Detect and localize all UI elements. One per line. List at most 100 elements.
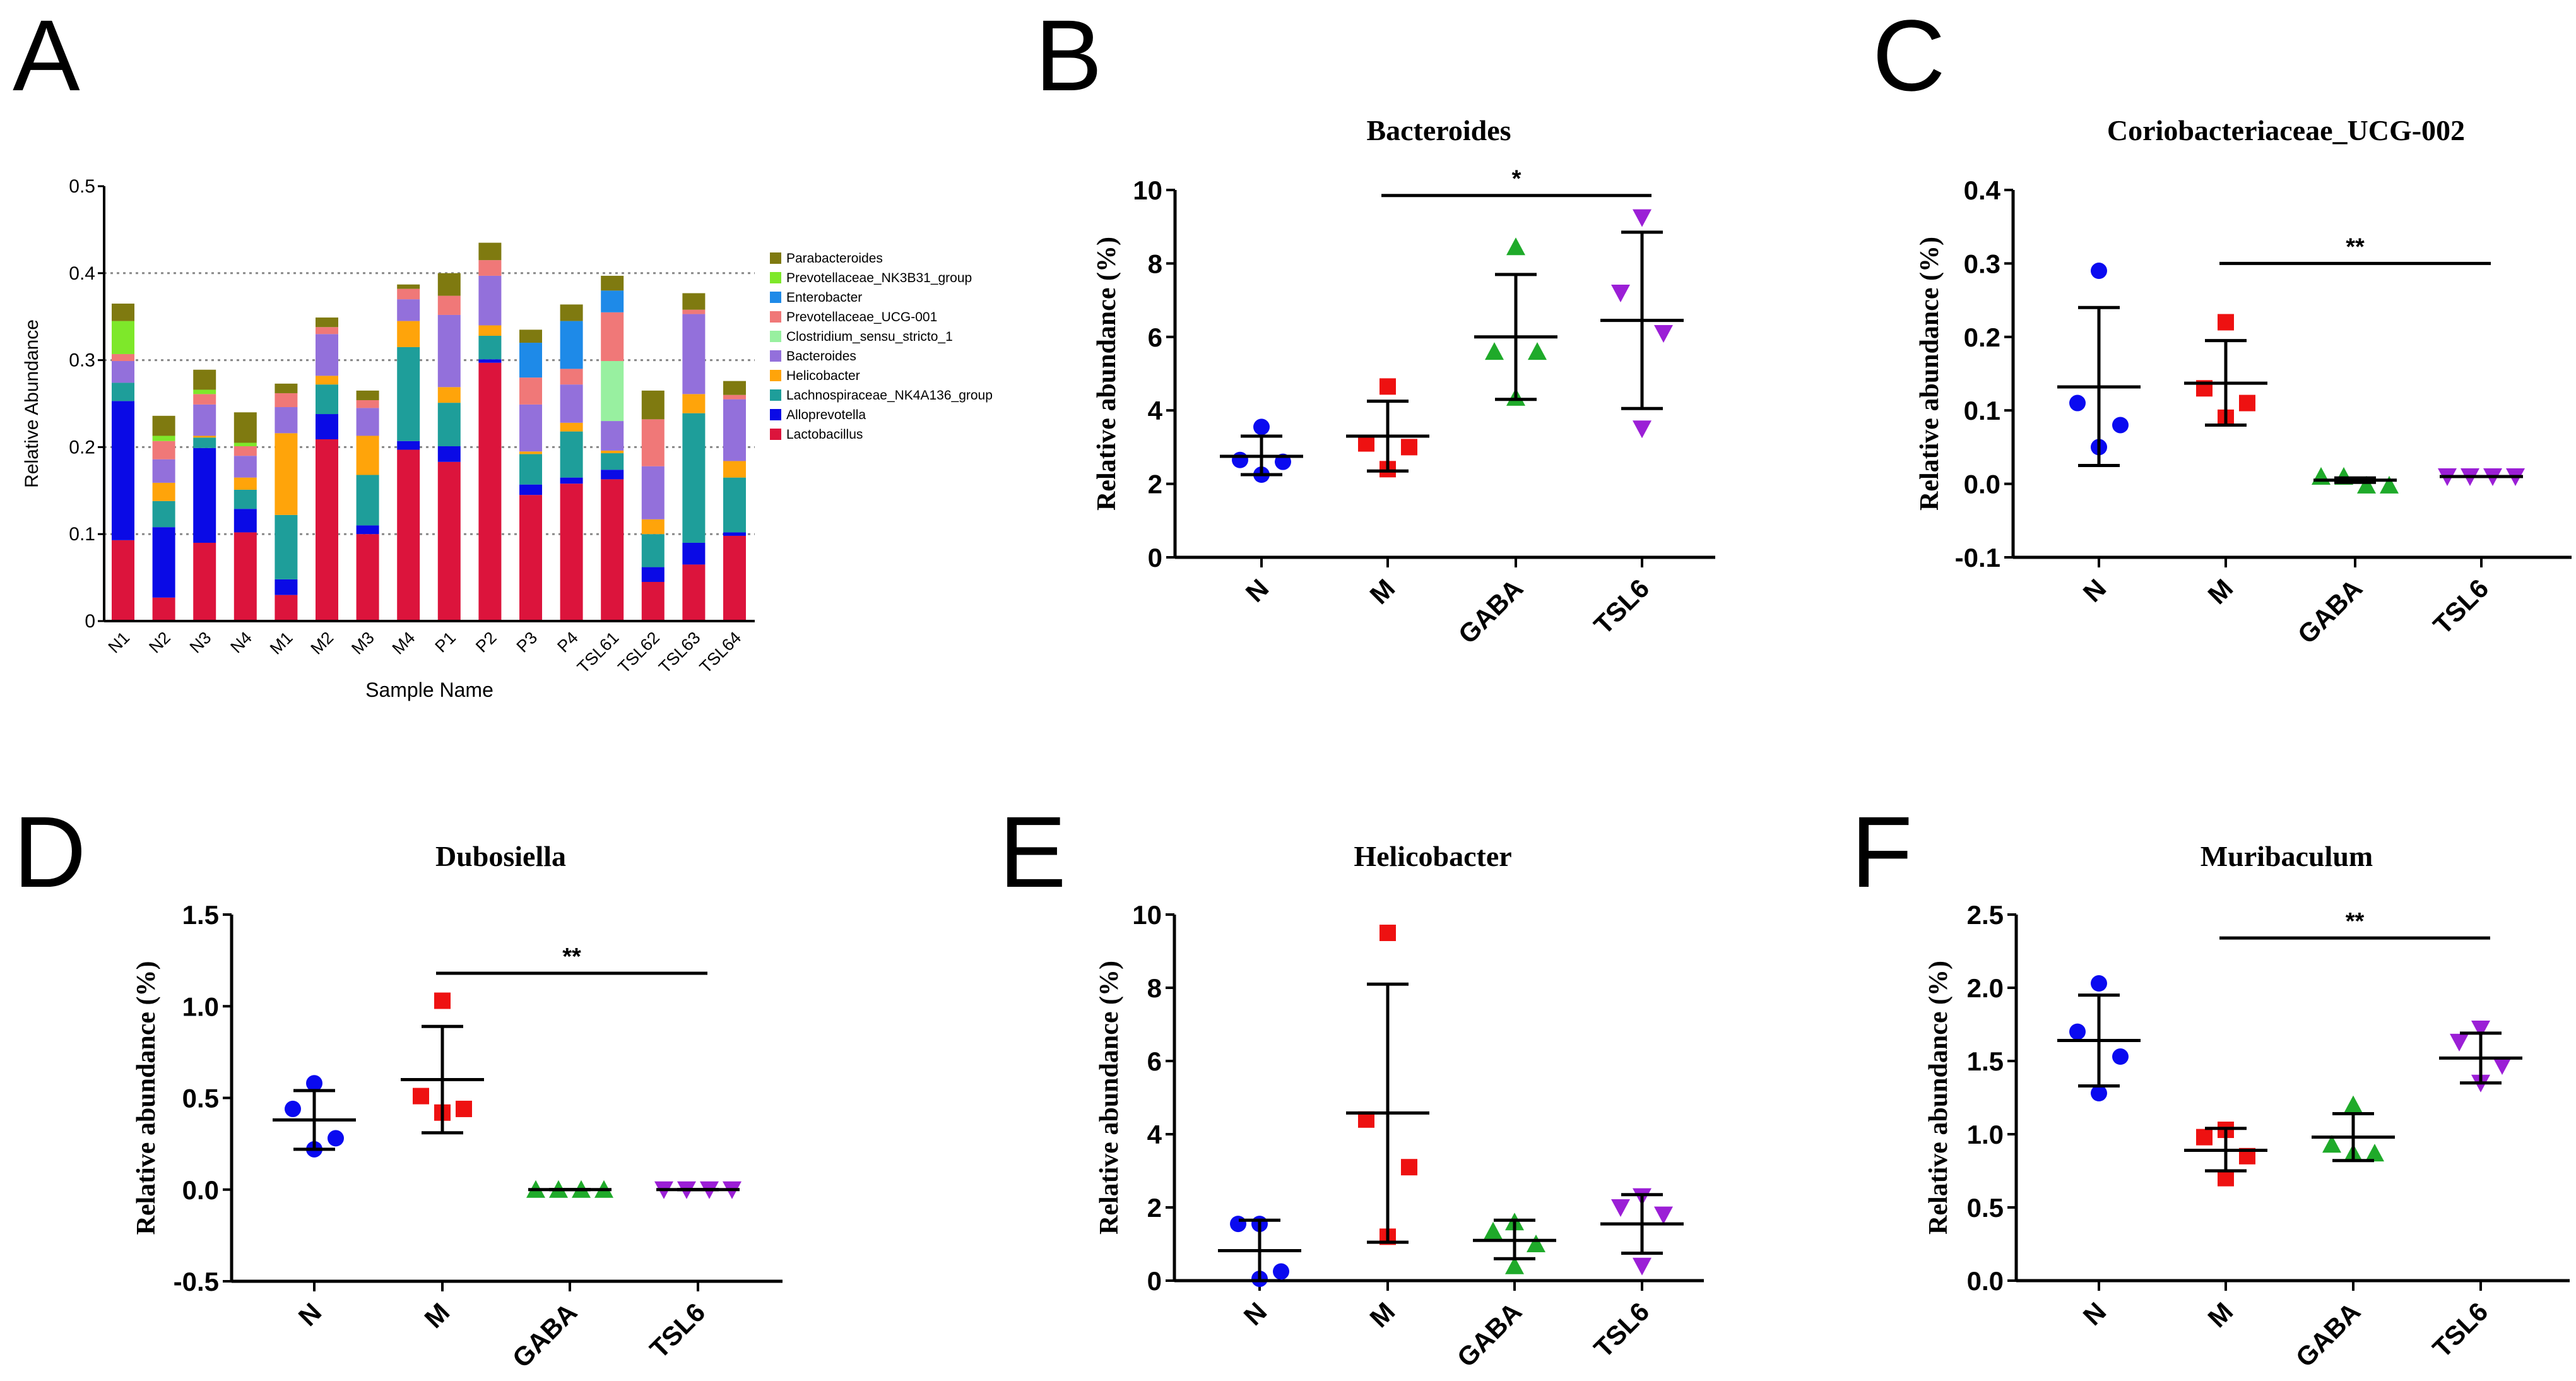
y-tick-label: 1.0 <box>182 992 219 1021</box>
legend: Parabacteroides Prevotellaceae_NK3B31_gro… <box>770 251 993 442</box>
legend-label: Enterobacter <box>786 290 862 305</box>
data-point <box>1633 420 1651 439</box>
y-tick-label: 0.1 <box>1964 396 2000 425</box>
bar-segment-clostridium_sensu_stricto_1 <box>601 360 624 422</box>
x-tick-label: P2 <box>472 628 500 656</box>
y-tick-label: 0.0 <box>1967 1266 2004 1296</box>
y-tick-label: 0.2 <box>69 437 95 458</box>
bar-segment-lachnospiraceae_nk4a136_group <box>601 453 624 470</box>
data-point <box>1380 378 1396 395</box>
y-tick-label: 10 <box>1133 175 1162 205</box>
group-gaba <box>1473 1212 1556 1274</box>
chart-title: Bacteroides <box>1366 114 1511 146</box>
bar-segment-prevotellaceae_nk3b31_group <box>152 436 175 441</box>
x-tick-label: TSL6 <box>1588 1296 1655 1363</box>
bar-segment-bacteroides <box>560 384 583 423</box>
bar-segment-parabacteroides <box>682 293 706 310</box>
bar-segment-prevotellaceae_ucg-001 <box>152 441 175 459</box>
bar-segment-lachnospiraceae_nk4a136_group <box>356 475 379 526</box>
bar-segment-parabacteroides <box>478 242 502 261</box>
data-point <box>2218 314 2234 331</box>
bar-segment-enterobacter <box>519 343 542 378</box>
bar-segment-lactobacillus <box>152 597 175 621</box>
bar-segment-lachnospiraceae_nk4a136_group <box>233 489 257 509</box>
bar-segment-parabacteroides <box>275 383 298 393</box>
panel-c: C Coriobacteriaceae_UCG-002 -0.1 0.0 0.1 0.2 0… <box>1872 0 2572 649</box>
bar-segment-alloprevotella <box>437 446 461 462</box>
x-tick-label: N <box>2077 1296 2112 1331</box>
x-tick-label: TSL62 <box>615 628 663 677</box>
x-tick-label: TSL6 <box>1588 573 1655 640</box>
bar-segment-lachnospiraceae_nk4a136_group <box>275 514 298 579</box>
x-tick-label: N <box>293 1297 328 1332</box>
x-tick-label: M <box>1364 573 1400 610</box>
bar-segment-helicobacter <box>519 451 542 454</box>
y-tick-label: 0 <box>85 611 95 632</box>
group-tsl6 <box>1600 209 1684 439</box>
y-tick-label: 1.5 <box>1967 1046 2004 1076</box>
bar-segment-lactobacillus <box>519 495 542 621</box>
bar-segment-helicobacter <box>193 436 216 438</box>
group-gaba <box>2312 466 2399 494</box>
bar-segment-alloprevotella <box>397 441 420 450</box>
bar-segment-parabacteroides <box>723 381 746 395</box>
x-tick-label: TSL6 <box>2428 573 2495 640</box>
data-point <box>1654 324 1673 343</box>
data-point <box>1505 1256 1524 1274</box>
x-tick-label: N1 <box>105 628 134 657</box>
data-point <box>1273 1263 1289 1280</box>
panel-letter-c: C <box>1872 0 1946 112</box>
legend-swatch <box>770 389 781 401</box>
legend-item: Lactobacillus <box>770 427 863 442</box>
x-tick-label: M4 <box>389 628 419 658</box>
bar-segment-lactobacillus <box>233 532 257 621</box>
bar-segment-lactobacillus <box>275 595 298 621</box>
legend-label: Clostridium_sensu_stricto_1 <box>786 329 953 344</box>
bar-segment-bacteroides <box>437 314 461 388</box>
bar-segment-lachnospiraceae_nk4a136_group <box>478 336 502 360</box>
bar-segment-prevotellaceae_ucg-001 <box>723 394 746 400</box>
data-point <box>1527 1235 1545 1252</box>
x-tick-label: GABA <box>507 1297 583 1373</box>
bar-segment-alloprevotella <box>193 447 216 543</box>
bar-segment-bacteroides <box>723 399 746 461</box>
bar-segment-bacteroides <box>152 459 175 483</box>
data-point <box>1611 284 1630 302</box>
x-tick-label: N <box>1238 1296 1273 1331</box>
bar-segment-lachnospiraceae_nk4a136_group <box>560 431 583 478</box>
data-point <box>1485 342 1504 360</box>
y-tick-label: 2.5 <box>1967 900 2004 930</box>
significance-label: ** <box>2346 234 2365 260</box>
legend-item: Prevotellaceae_NK3B31_group <box>770 271 972 285</box>
y-axis-label: Relative abundance (%) <box>1092 237 1121 511</box>
bar-segment-parabacteroides <box>397 284 420 289</box>
bar-segment-prevotellaceae_nk3b31_group <box>233 442 257 447</box>
chart-title: Coriobacteriaceae_UCG-002 <box>2107 114 2465 146</box>
data-point <box>1358 435 1374 452</box>
bar-segment-bacteroides <box>316 334 338 376</box>
y-tick-label: -0.1 <box>1955 543 2000 572</box>
bar-segment-bacteroides <box>601 421 624 451</box>
panel-letter-d: D <box>13 795 86 908</box>
bar-segment-lactobacillus <box>356 534 379 621</box>
x-tick-label: TSL61 <box>574 628 622 677</box>
x-tick-label: M1 <box>266 628 297 658</box>
legend-item: Prevotellaceae_UCG-001 <box>770 310 937 324</box>
y-tick-label: 0.4 <box>69 263 95 284</box>
data-point <box>1633 209 1651 227</box>
bar-segment-lactobacillus <box>316 439 338 621</box>
bar-segment-prevotellaceae_ucg-001 <box>316 327 338 335</box>
bar-segment-prevotellaceae_ucg-001 <box>233 446 257 456</box>
bar-segment-enterobacter <box>560 321 583 369</box>
significance-label: * <box>1512 166 1521 193</box>
bar-segment-lactobacillus <box>112 540 134 621</box>
y-axis-label: Relative abundance (%) <box>132 961 161 1235</box>
group-m <box>2184 1122 2267 1187</box>
legend-swatch <box>770 429 781 440</box>
bar-segment-alloprevotella <box>112 401 134 540</box>
bar-segment-bacteroides <box>397 299 420 321</box>
bar-segment-prevotellaceae_ucg-001 <box>560 369 583 385</box>
legend-swatch <box>770 409 781 420</box>
data-point <box>1654 1206 1673 1224</box>
bar-segment-parabacteroides <box>641 390 665 420</box>
